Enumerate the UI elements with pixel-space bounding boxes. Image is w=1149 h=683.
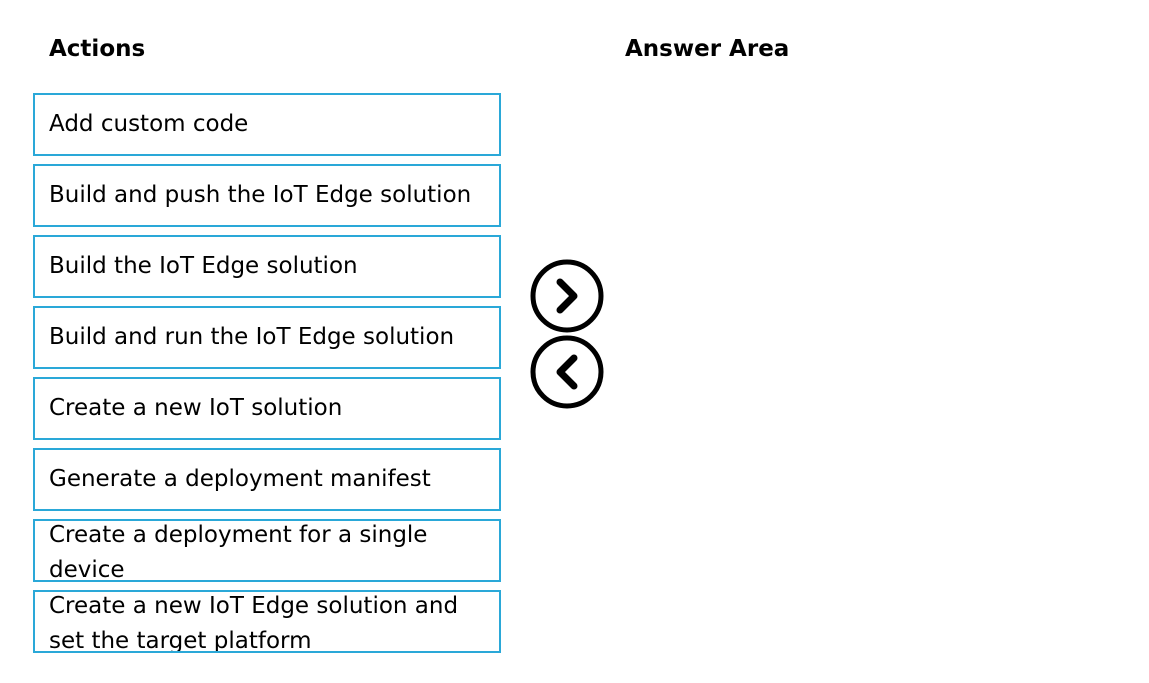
chevron-left-circle-icon [530, 335, 604, 409]
action-item-build-solution[interactable]: Build the IoT Edge solution [33, 235, 501, 298]
action-item-add-custom-code[interactable]: Add custom code [33, 93, 501, 156]
answer-area-heading: Answer Area [625, 36, 790, 62]
answer-area-dropzone[interactable] [625, 93, 1115, 653]
action-item-label: Build and push the IoT Edge solution [49, 182, 472, 208]
action-item-label: Add custom code [49, 111, 249, 137]
action-item-build-and-run[interactable]: Build and run the IoT Edge solution [33, 306, 501, 369]
actions-heading: Actions [49, 36, 146, 62]
chevron-right-circle-icon [530, 259, 604, 333]
move-left-button[interactable] [529, 334, 605, 410]
action-item-label: Build and run the IoT Edge solution [49, 324, 455, 350]
action-item-label: Generate a deployment manifest [49, 466, 431, 492]
action-item-create-edge-solution-target[interactable]: Create a new IoT Edge solution and set t… [33, 590, 501, 653]
action-item-label: Build the IoT Edge solution [49, 253, 358, 279]
action-item-label: Create a deployment for a single device [49, 522, 428, 582]
action-item-generate-manifest[interactable]: Generate a deployment manifest [33, 448, 501, 511]
actions-list: Add custom code Build and push the IoT E… [33, 93, 501, 661]
action-item-create-deployment[interactable]: Create a deployment for a single device [33, 519, 501, 582]
action-item-label: Create a new IoT Edge solution and set t… [49, 593, 459, 653]
action-item-create-iot-solution[interactable]: Create a new IoT solution [33, 377, 501, 440]
action-item-build-and-push[interactable]: Build and push the IoT Edge solution [33, 164, 501, 227]
action-item-label: Create a new IoT solution [49, 395, 343, 421]
move-right-button[interactable] [529, 258, 605, 334]
